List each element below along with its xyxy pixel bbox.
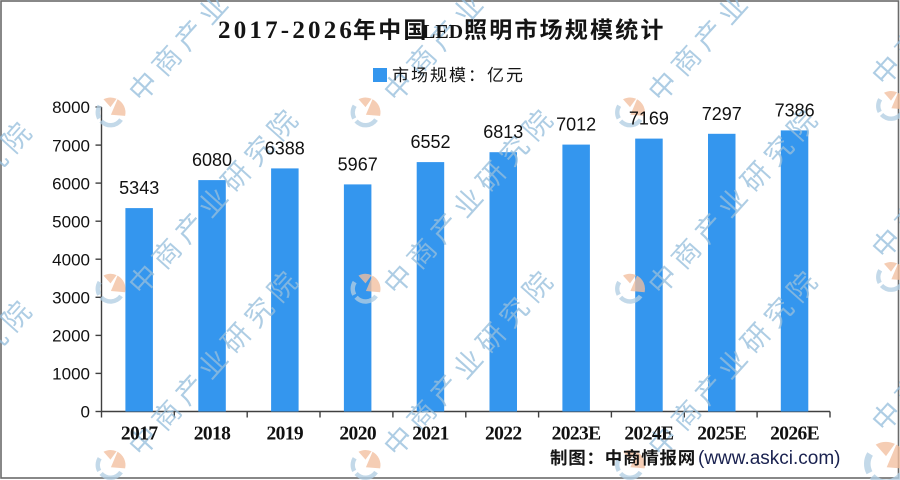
svg-text:6080: 6080 (192, 150, 232, 170)
svg-text:7297: 7297 (702, 104, 742, 124)
svg-text:5967: 5967 (338, 154, 378, 174)
svg-text:3000: 3000 (52, 289, 90, 308)
svg-text:2018: 2018 (194, 424, 231, 445)
svg-text:2000: 2000 (52, 327, 90, 346)
svg-text:2020: 2020 (339, 424, 376, 445)
svg-text:0: 0 (81, 403, 90, 422)
svg-text:1000: 1000 (52, 365, 90, 384)
svg-text:2022: 2022 (485, 424, 522, 445)
svg-text:(www.askci.com): (www.askci.com) (698, 448, 841, 469)
svg-text:8000: 8000 (52, 98, 90, 117)
svg-text:2017: 2017 (121, 424, 158, 445)
svg-text:2017-2026: 2017-2026 (218, 17, 355, 44)
svg-text:7000: 7000 (52, 136, 90, 155)
svg-text:7169: 7169 (629, 109, 669, 129)
svg-text:6813: 6813 (483, 122, 523, 142)
svg-text:5343: 5343 (119, 178, 159, 198)
svg-text:7386: 7386 (775, 100, 815, 120)
svg-text:6552: 6552 (410, 132, 450, 152)
svg-text:2025E: 2025E (697, 424, 746, 445)
svg-text:2026E: 2026E (770, 424, 819, 445)
svg-text:4000: 4000 (52, 250, 90, 269)
svg-text:2023E: 2023E (552, 424, 601, 445)
svg-text:2021: 2021 (412, 424, 449, 445)
svg-text:6388: 6388 (265, 138, 305, 158)
svg-text:2024E: 2024E (624, 424, 673, 445)
svg-text:2019: 2019 (266, 424, 303, 445)
svg-text:LED: LED (422, 21, 463, 43)
svg-text:5000: 5000 (52, 212, 90, 231)
svg-text:6000: 6000 (52, 174, 90, 193)
svg-text:7012: 7012 (556, 115, 596, 135)
